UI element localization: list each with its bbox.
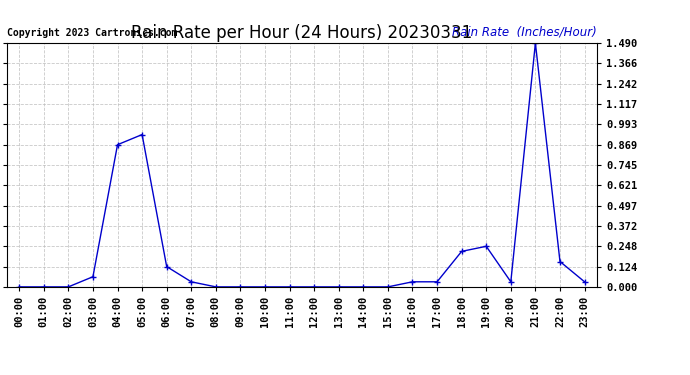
- Text: Rain Rate  (Inches/Hour): Rain Rate (Inches/Hour): [452, 25, 597, 38]
- Title: Rain Rate per Hour (24 Hours) 20230331: Rain Rate per Hour (24 Hours) 20230331: [131, 24, 473, 42]
- Text: Copyright 2023 Cartronics.com: Copyright 2023 Cartronics.com: [7, 28, 177, 38]
